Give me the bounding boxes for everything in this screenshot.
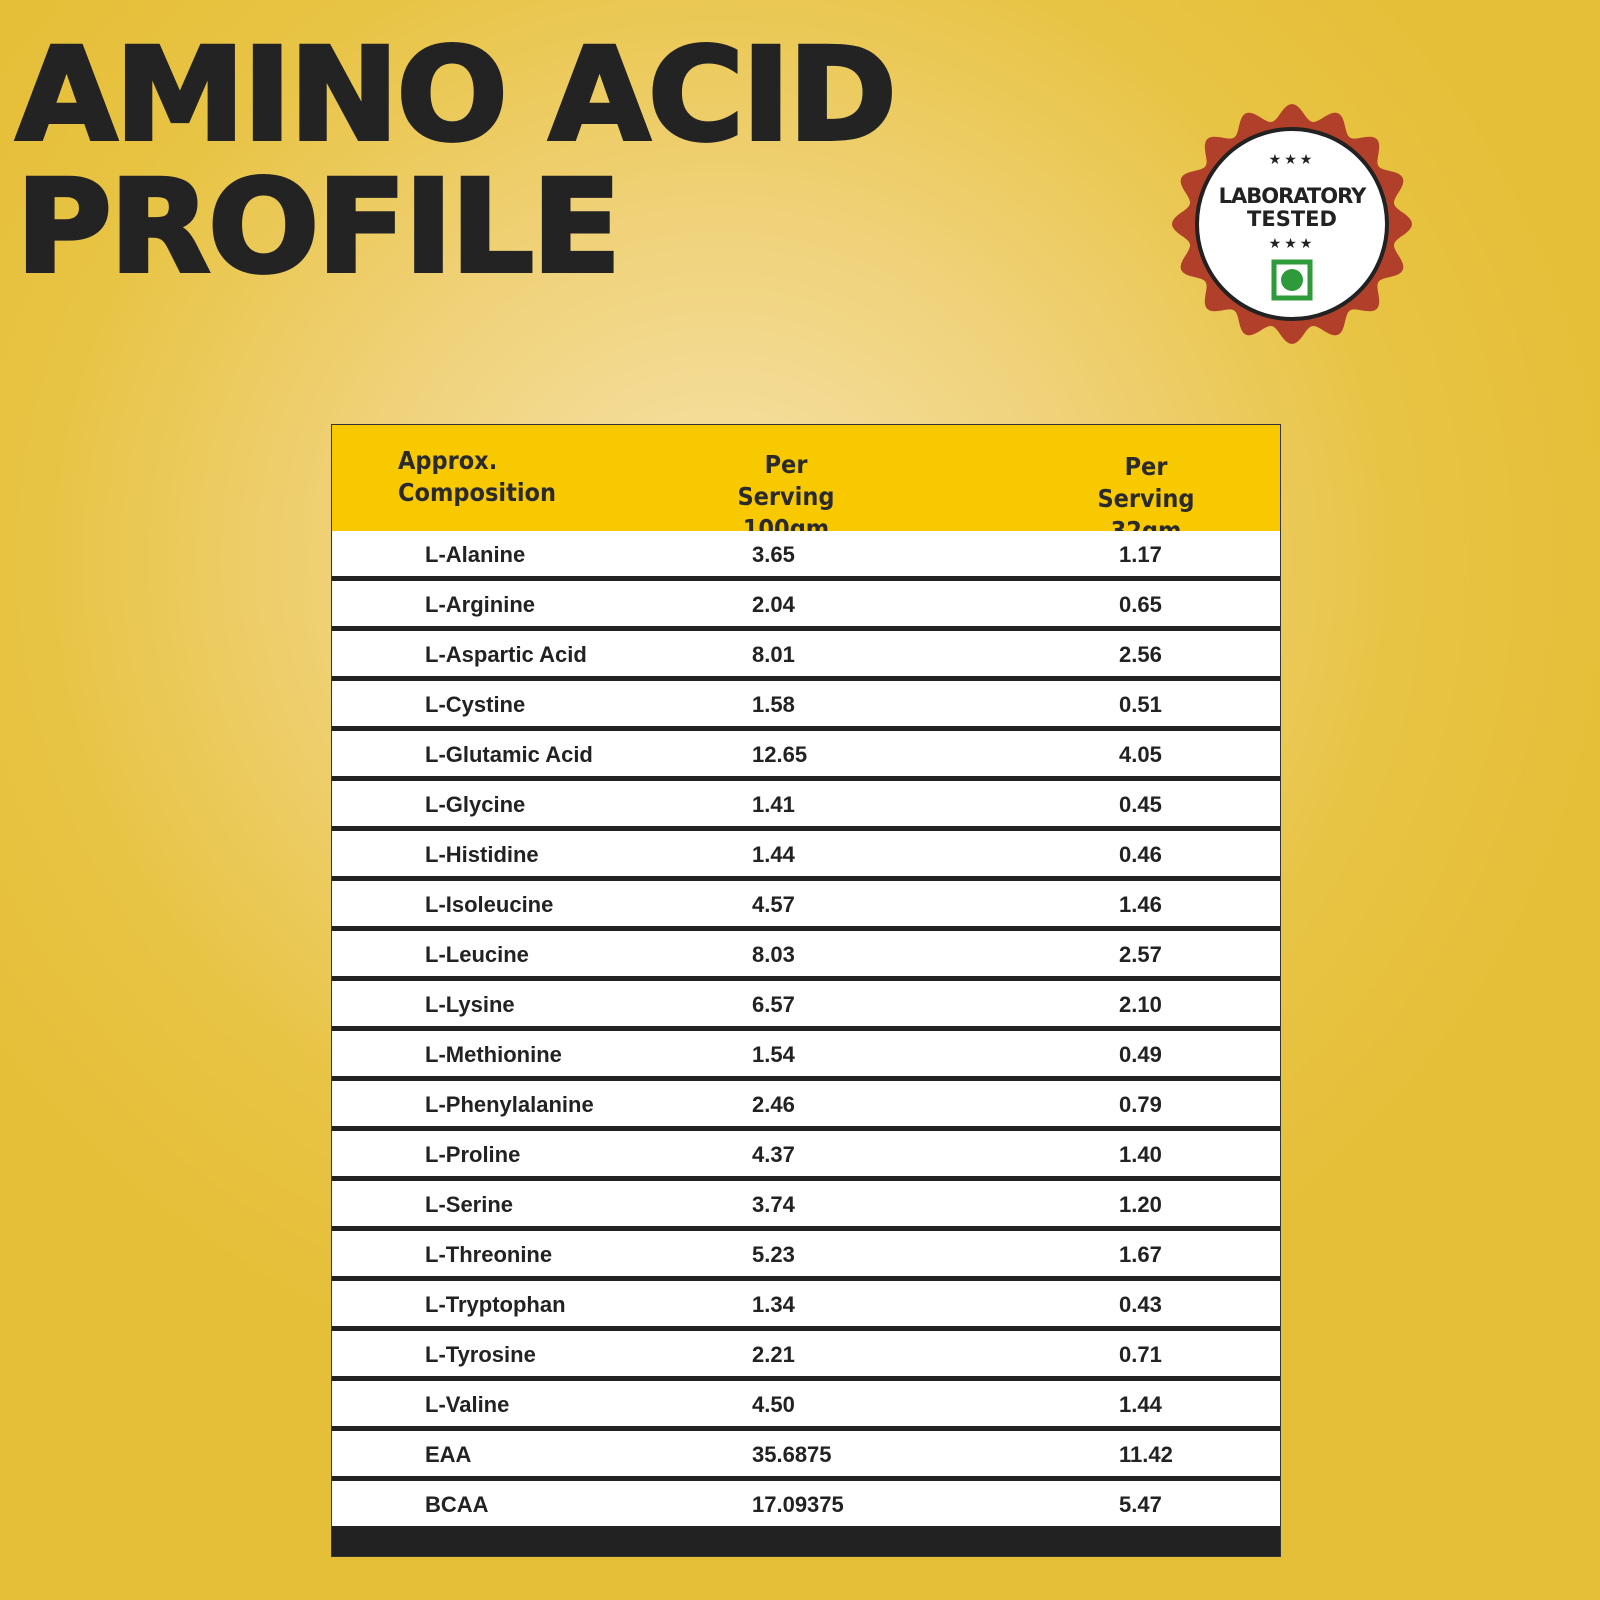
table-row: L-Proline 4.37 1.40 [332, 1131, 1280, 1176]
table-row: L-Histidine 1.44 0.46 [332, 831, 1280, 876]
value-per-100gm: 8.03 [752, 942, 795, 967]
value-per-100gm: 2.04 [752, 592, 795, 617]
table-row: EAA 35.6875 11.42 [332, 1431, 1280, 1476]
amino-acid-table: Approx. Composition Per Serving 100gm Per … [331, 424, 1281, 1557]
value-per-100gm: 17.09375 [752, 1492, 844, 1517]
value-per-100gm: 1.34 [752, 1292, 795, 1317]
amino-acid-name: L-Proline [425, 1142, 521, 1167]
table-row: L-Phenylalanine 2.46 0.79 [332, 1081, 1280, 1126]
value-per-32gm: 1.46 [1119, 892, 1162, 917]
value-per-32gm: 1.20 [1119, 1192, 1162, 1217]
seal-icon [1172, 104, 1412, 344]
table-row: L-Tyrosine 2.21 0.71 [332, 1331, 1280, 1376]
table-row: L-Aspartic Acid 8.01 2.56 [332, 631, 1280, 676]
amino-acid-name: L-Arginine [425, 592, 535, 617]
amino-acid-name: L-Methionine [425, 1042, 562, 1067]
table-body: L-Alanine 3.65 1.17 L-Arginine 2.04 0.65 L-Asp… [332, 531, 1280, 1526]
value-per-32gm: 0.79 [1119, 1092, 1162, 1117]
amino-acid-name: L-Glycine [425, 792, 526, 817]
value-per-100gm: 1.41 [752, 792, 795, 817]
value-per-100gm: 6.57 [752, 992, 795, 1017]
header-composition: Approx. Composition [398, 446, 557, 507]
table-row: L-Leucine 8.03 2.57 [332, 931, 1280, 976]
value-per-100gm: 1.58 [752, 692, 795, 717]
value-per-100gm: 3.65 [752, 542, 795, 567]
value-per-32gm: 0.46 [1119, 842, 1162, 867]
stars-icon: ★★★ [1268, 236, 1316, 252]
value-per-32gm: 0.65 [1119, 592, 1162, 617]
value-per-32gm: 2.56 [1119, 642, 1162, 667]
value-per-100gm: 5.23 [752, 1242, 795, 1267]
value-per-32gm: 0.71 [1119, 1342, 1162, 1367]
title-line-2: PROFILE [14, 153, 623, 302]
value-per-32gm: 0.45 [1119, 792, 1162, 817]
page-title: AMINO ACID PROFILE [14, 21, 899, 302]
amino-acid-name: L-Lysine [425, 992, 515, 1017]
value-per-32gm: 2.57 [1119, 942, 1162, 967]
table-row: L-Glycine 1.41 0.45 [332, 781, 1280, 826]
table-row: L-Alanine 3.65 1.17 [332, 531, 1280, 576]
badge-line-2: TESTED [1247, 207, 1337, 231]
table-row: L-Arginine 2.04 0.65 [332, 581, 1280, 626]
table-row: L-Methionine 1.54 0.49 [332, 1031, 1280, 1076]
value-per-100gm: 4.57 [752, 892, 795, 917]
amino-acid-name: L-Leucine [425, 942, 529, 967]
amino-acid-name: L-Isoleucine [425, 892, 554, 917]
amino-acid-name: L-Alanine [425, 542, 526, 567]
value-per-32gm: 11.42 [1119, 1442, 1173, 1467]
value-per-32gm: 0.49 [1119, 1042, 1162, 1067]
amino-acid-name: L-Cystine [425, 692, 526, 717]
amino-acid-name: L-Phenylalanine [425, 1092, 594, 1117]
table-row: L-Threonine 5.23 1.67 [332, 1231, 1280, 1276]
value-per-32gm: 0.43 [1119, 1292, 1162, 1317]
amino-acid-name: L-Tryptophan [425, 1292, 566, 1317]
title-line-1: AMINO ACID [14, 21, 899, 170]
amino-acid-name: L-Glutamic Acid [425, 742, 593, 767]
table-row: L-Cystine 1.58 0.51 [332, 681, 1280, 726]
table-row: L-Glutamic Acid 12.65 4.05 [332, 731, 1280, 776]
value-per-100gm: 35.6875 [752, 1442, 832, 1467]
amino-acid-name: L-Threonine [425, 1242, 553, 1267]
value-per-32gm: 1.17 [1119, 542, 1162, 567]
value-per-32gm: 1.67 [1119, 1242, 1162, 1267]
laboratory-tested-badge: ★★★ LABORATORY TESTED ★★★ [1172, 104, 1412, 344]
amino-acid-name: L-Aspartic Acid [425, 642, 587, 667]
table-row: L-Serine 3.74 1.20 [332, 1181, 1280, 1226]
value-per-32gm: 1.44 [1119, 1392, 1162, 1417]
value-per-32gm: 1.40 [1119, 1142, 1162, 1167]
value-per-100gm: 2.21 [752, 1342, 795, 1367]
value-per-100gm: 4.50 [752, 1392, 795, 1417]
amino-acid-name: L-Valine [425, 1392, 510, 1417]
value-per-100gm: 1.44 [752, 842, 795, 867]
table-row: L-Valine 4.50 1.44 [332, 1381, 1280, 1426]
value-per-32gm: 5.47 [1119, 1492, 1162, 1517]
amino-acid-name: BCAA [425, 1492, 489, 1517]
value-per-100gm: 4.37 [752, 1142, 795, 1167]
amino-acid-name: L-Serine [425, 1192, 514, 1217]
value-per-100gm: 1.54 [752, 1042, 795, 1067]
stars-icon: ★★★ [1268, 152, 1316, 168]
value-per-32gm: 0.51 [1119, 692, 1162, 717]
amino-acid-name: L-Tyrosine [425, 1342, 536, 1367]
table-row: L-Lysine 6.57 2.10 [332, 981, 1280, 1026]
table-row: L-Tryptophan 1.34 0.43 [332, 1281, 1280, 1326]
value-per-100gm: 12.65 [752, 742, 808, 767]
table-header: Approx. Composition Per Serving 100gm Per … [332, 425, 1280, 545]
value-per-32gm: 4.05 [1119, 742, 1162, 767]
table-row: L-Isoleucine 4.57 1.46 [332, 881, 1280, 926]
amino-acid-name: L-Histidine [425, 842, 539, 867]
table-row: BCAA 17.09375 5.47 [332, 1481, 1280, 1526]
value-per-32gm: 2.10 [1119, 992, 1162, 1017]
amino-acid-name: EAA [425, 1442, 472, 1467]
value-per-100gm: 3.74 [752, 1192, 795, 1217]
value-per-100gm: 2.46 [752, 1092, 795, 1117]
value-per-100gm: 8.01 [752, 642, 795, 667]
badge-line-1: LABORATORY [1218, 184, 1367, 208]
